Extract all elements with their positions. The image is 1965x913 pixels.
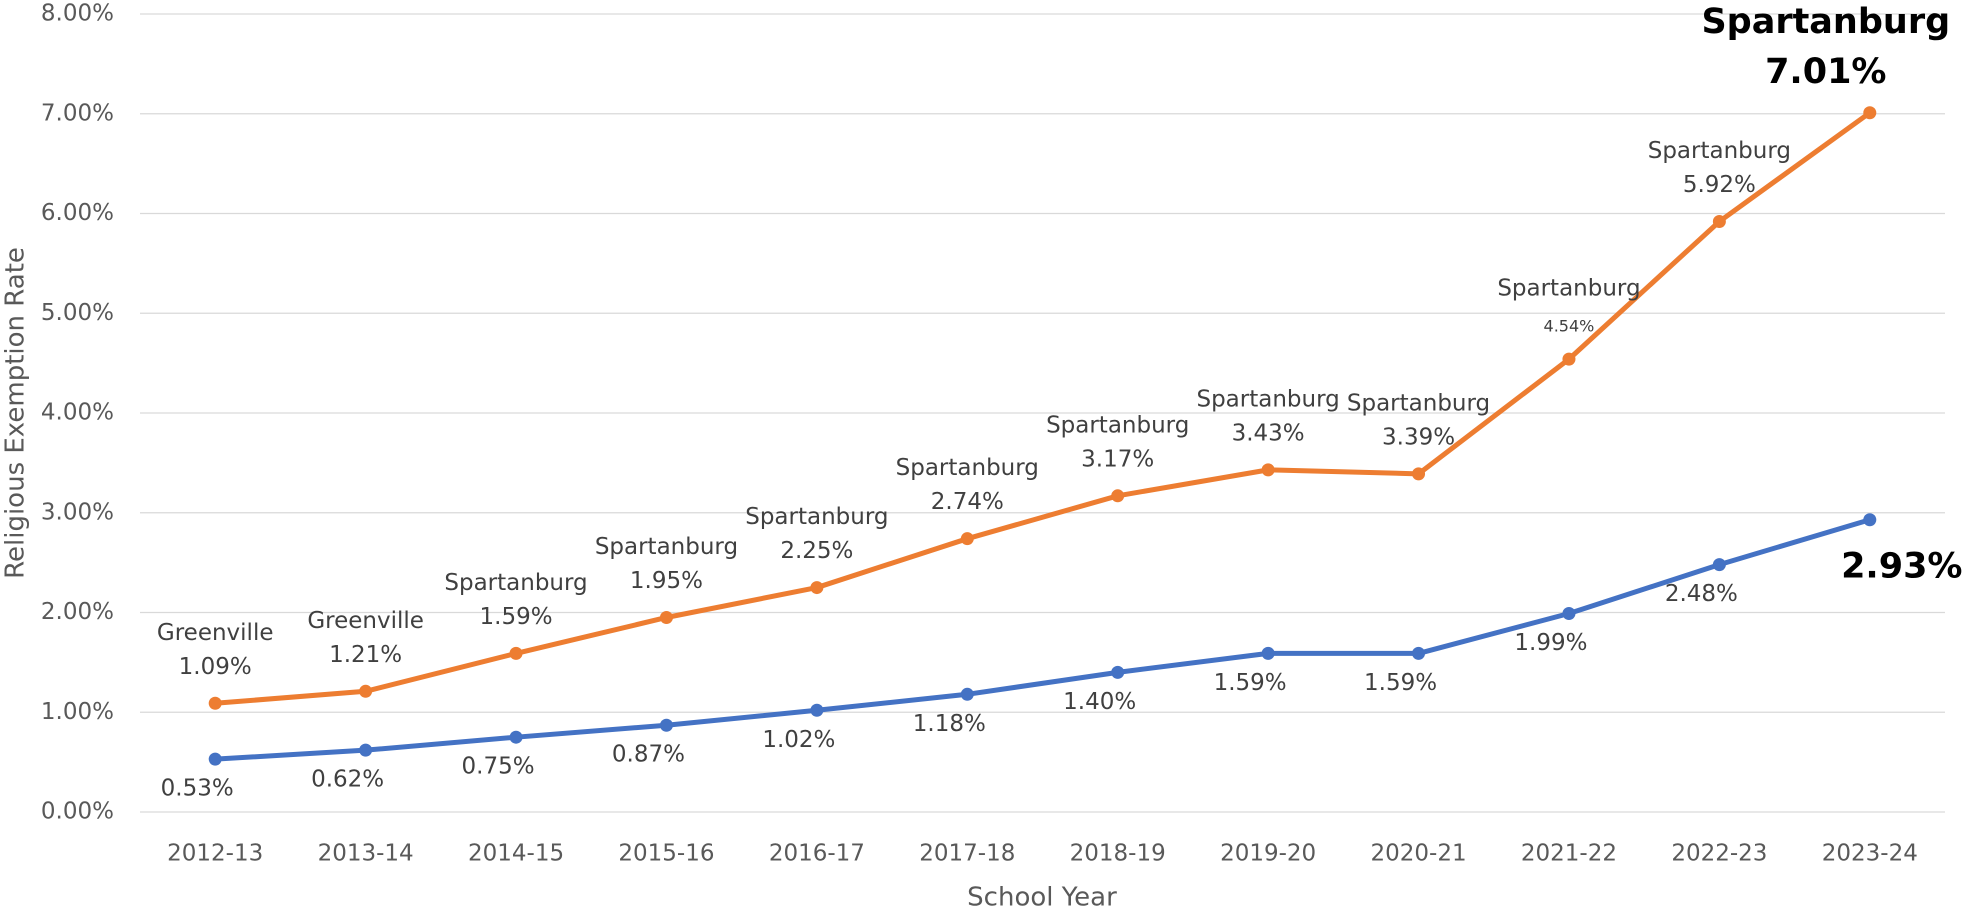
marker <box>1712 214 1726 228</box>
marker <box>1863 513 1877 527</box>
data-label: 0.75% <box>462 754 535 780</box>
series-line <box>215 517 1871 762</box>
data-label: 2.25% <box>780 538 853 564</box>
y-tick-label: 6.00% <box>41 200 114 226</box>
x-tick-label: 2013-14 <box>318 841 414 867</box>
x-tick-label: 2022-23 <box>1671 841 1767 867</box>
marker <box>1562 352 1576 366</box>
data-label: 0.53% <box>161 776 234 802</box>
y-tick-label: 8.00% <box>41 1 114 27</box>
point-label: Greenville <box>157 620 274 646</box>
data-label: 2.74% <box>931 489 1004 515</box>
marker <box>359 684 373 698</box>
data-label: 7.01% <box>1765 52 1886 92</box>
data-label: 1.59% <box>480 604 553 630</box>
marker <box>1412 467 1426 481</box>
data-label: 4.54% <box>1544 317 1595 336</box>
x-tick-label: 2014-15 <box>468 841 564 867</box>
point-label: Spartanburg <box>745 504 888 530</box>
x-tick-label: 2015-16 <box>618 841 714 867</box>
point-label: Spartanburg <box>1648 138 1791 164</box>
marker <box>810 703 824 717</box>
x-tick-label: 2019-20 <box>1220 841 1316 867</box>
point-label: Spartanburg <box>444 570 587 596</box>
data-label: 3.43% <box>1232 420 1305 446</box>
x-tick-label: 2018-19 <box>1070 841 1166 867</box>
marker <box>1111 489 1125 503</box>
y-tick-label: 2.00% <box>41 599 114 625</box>
y-axis-title: Religious Exemption Rate <box>1 247 31 579</box>
point-label: Spartanburg <box>896 455 1039 481</box>
data-label: 1.99% <box>1514 630 1587 656</box>
data-label: 1.95% <box>630 568 703 594</box>
data-label: 0.62% <box>311 767 384 793</box>
y-tick-label: 3.00% <box>41 499 114 525</box>
data-label: 1.59% <box>1364 670 1437 696</box>
data-label: 0.87% <box>612 742 685 768</box>
point-label: Spartanburg <box>1046 412 1189 438</box>
marker <box>960 687 974 701</box>
y-tick-label: 0.00% <box>41 799 114 825</box>
x-tick-label: 2016-17 <box>769 841 865 867</box>
marker <box>208 696 222 710</box>
x-tick-label: 2017-18 <box>919 841 1015 867</box>
data-label: 1.59% <box>1214 670 1287 696</box>
y-tick-label: 7.00% <box>41 100 114 126</box>
point-label: Spartanburg <box>1497 276 1640 302</box>
marker <box>1712 558 1726 572</box>
x-tick-label: 2021-22 <box>1521 841 1617 867</box>
marker <box>1261 646 1275 660</box>
y-tick-label: 5.00% <box>41 300 114 326</box>
data-label: 3.17% <box>1081 446 1154 472</box>
data-label: 1.21% <box>329 642 402 668</box>
y-tick-label: 4.00% <box>41 400 114 426</box>
data-label: 1.02% <box>762 727 835 753</box>
marker <box>359 743 373 757</box>
point-label: Spartanburg <box>595 534 738 560</box>
x-tick-label: 2023-24 <box>1822 841 1918 867</box>
data-label: 1.09% <box>179 654 252 680</box>
point-label: Spartanburg <box>1196 386 1339 412</box>
data-label: 2.93% <box>1841 547 1962 587</box>
marker <box>659 610 673 624</box>
series-line <box>215 110 1872 706</box>
x-tick-label: 2012-13 <box>167 841 263 867</box>
data-label: 3.39% <box>1382 424 1455 450</box>
data-label: 2.48% <box>1665 581 1738 607</box>
data-label: 5.92% <box>1683 172 1756 198</box>
marker <box>659 718 673 732</box>
point-label: Greenville <box>307 608 424 634</box>
marker <box>810 581 824 595</box>
marker <box>1863 106 1877 120</box>
x-axis-title: School Year <box>967 883 1117 913</box>
marker <box>1562 606 1576 620</box>
point-label: Spartanburg <box>1701 2 1950 42</box>
marker <box>208 752 222 766</box>
marker <box>1261 463 1275 477</box>
x-tick-label: 2020-21 <box>1370 841 1466 867</box>
marker <box>509 730 523 744</box>
point-label: Spartanburg <box>1347 390 1490 416</box>
data-label: 1.40% <box>1063 689 1136 715</box>
data-label: 1.18% <box>913 711 986 737</box>
marker <box>1111 665 1125 679</box>
marker <box>960 532 974 546</box>
marker <box>509 646 523 660</box>
marker <box>1412 646 1426 660</box>
y-tick-label: 1.00% <box>41 699 114 725</box>
